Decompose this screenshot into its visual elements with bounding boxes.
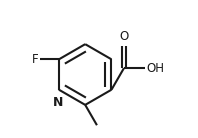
Text: OH: OH (146, 62, 164, 75)
Text: O: O (119, 30, 129, 43)
Text: F: F (32, 53, 38, 66)
Text: N: N (53, 96, 63, 109)
